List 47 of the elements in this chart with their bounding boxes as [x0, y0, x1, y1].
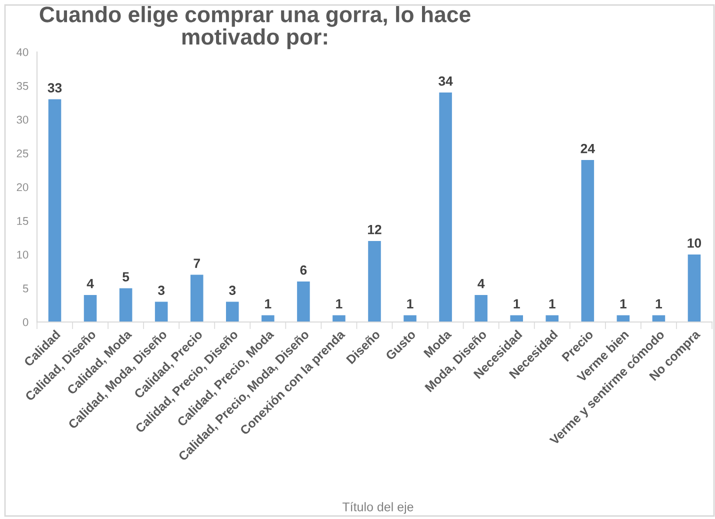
bar: [190, 274, 204, 322]
data-label: 1: [336, 299, 342, 308]
y-tick-label: 25: [16, 150, 28, 158]
data-label: 4: [86, 279, 94, 288]
data-label: 12: [368, 224, 382, 234]
y-tick-label: 20: [16, 183, 28, 192]
bar: [297, 282, 310, 322]
data-label: 10: [688, 238, 702, 248]
data-label: 1: [407, 299, 414, 308]
y-tick-label: 5: [22, 284, 28, 292]
bar: [404, 315, 416, 322]
y-tick-label: 40: [16, 48, 28, 56]
data-label: 5: [122, 272, 130, 282]
y-tick-label: 15: [17, 217, 28, 225]
bar: [510, 315, 523, 322]
y-tick-label: 35: [16, 82, 28, 90]
bar: [688, 254, 701, 322]
y-tick-label: 30: [16, 116, 28, 124]
bar: [226, 302, 239, 322]
y-tick-label: 10: [17, 250, 28, 259]
data-label: 3: [158, 286, 165, 295]
data-label: 4: [478, 279, 485, 288]
bar: [368, 241, 381, 322]
bar: [332, 315, 346, 322]
bar: [439, 92, 452, 322]
data-label: 33: [48, 83, 62, 92]
data-label: 1: [656, 299, 662, 308]
data-label: 1: [265, 299, 272, 308]
bar: [546, 315, 559, 322]
chart-title: Cuando elige comprar una gorra, lo hace motivado por:: [40, 6, 470, 50]
bar: [84, 295, 97, 322]
bar: [262, 315, 274, 322]
bar: [119, 288, 132, 322]
data-label: 1: [620, 299, 626, 308]
bar: [581, 160, 594, 322]
bar: [474, 295, 488, 322]
data-label: 24: [580, 144, 595, 154]
data-label: 3: [229, 286, 236, 295]
bar: [154, 302, 168, 322]
bar: [48, 99, 62, 322]
y-tick-label: 0: [22, 318, 28, 326]
x-axis-title: Título del eje: [342, 502, 414, 514]
data-label: 34: [438, 76, 453, 86]
data-label: 6: [300, 265, 307, 275]
data-label: 7: [194, 258, 200, 268]
data-label: 1: [514, 299, 520, 308]
data-label: 1: [549, 299, 556, 308]
